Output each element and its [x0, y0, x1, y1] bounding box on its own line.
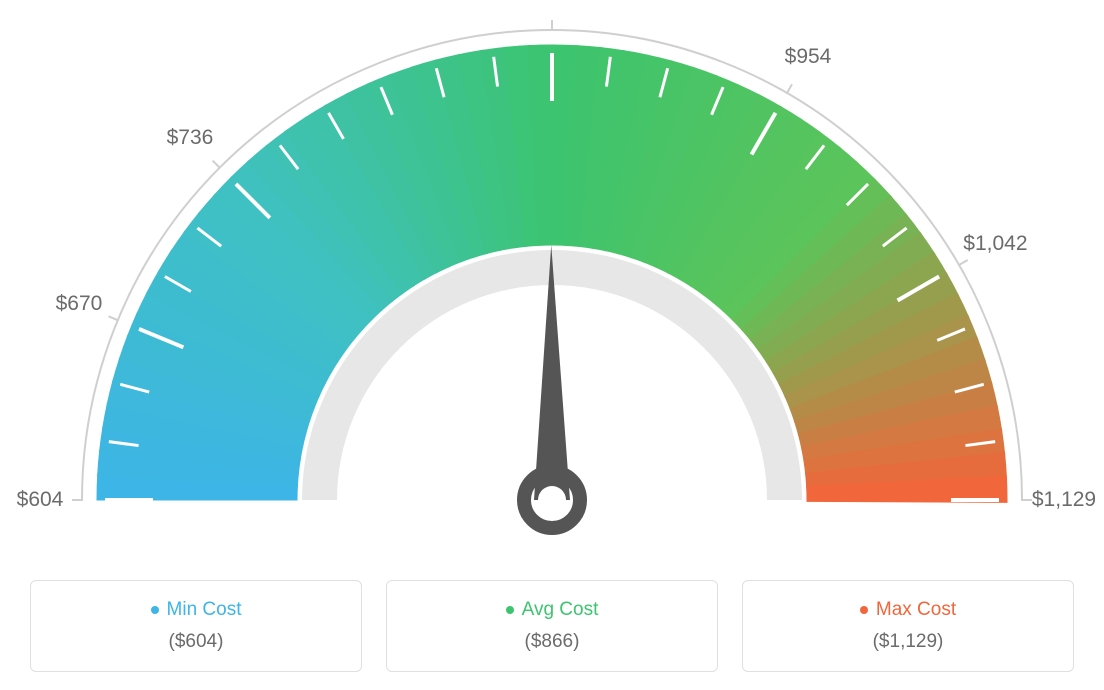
- gauge-tick-label: $604: [17, 488, 64, 512]
- legend-min-dot: [151, 606, 159, 614]
- gauge-tick-label: $1,129: [1032, 488, 1096, 512]
- legend-row: Min Cost ($604) Avg Cost ($866) Max Cost…: [0, 580, 1104, 672]
- gauge-tick-label: $670: [56, 292, 103, 316]
- legend-avg-label: Avg Cost: [522, 599, 599, 620]
- gauge-tick-label: $736: [167, 126, 214, 150]
- legend-max-box: Max Cost ($1,129): [742, 580, 1074, 672]
- legend-min-value: ($604): [51, 631, 341, 653]
- legend-avg-dot: [506, 606, 514, 614]
- legend-avg-box: Avg Cost ($866): [386, 580, 718, 672]
- legend-max-value: ($1,129): [763, 631, 1053, 653]
- legend-max-title: Max Cost: [763, 599, 1053, 621]
- gauge-tick-label: $1,042: [963, 232, 1027, 256]
- legend-min-title: Min Cost: [51, 599, 341, 621]
- legend-max-label: Max Cost: [876, 599, 956, 620]
- legend-max-dot: [860, 606, 868, 614]
- legend-avg-title: Avg Cost: [407, 599, 697, 621]
- gauge-chart: [0, 0, 1104, 560]
- legend-min-label: Min Cost: [167, 599, 242, 620]
- legend-avg-value: ($866): [407, 631, 697, 653]
- legend-min-box: Min Cost ($604): [30, 580, 362, 672]
- gauge-container: $604$670$736$866$954$1,042$1,129: [0, 0, 1104, 560]
- gauge-tick-label: $954: [785, 45, 832, 69]
